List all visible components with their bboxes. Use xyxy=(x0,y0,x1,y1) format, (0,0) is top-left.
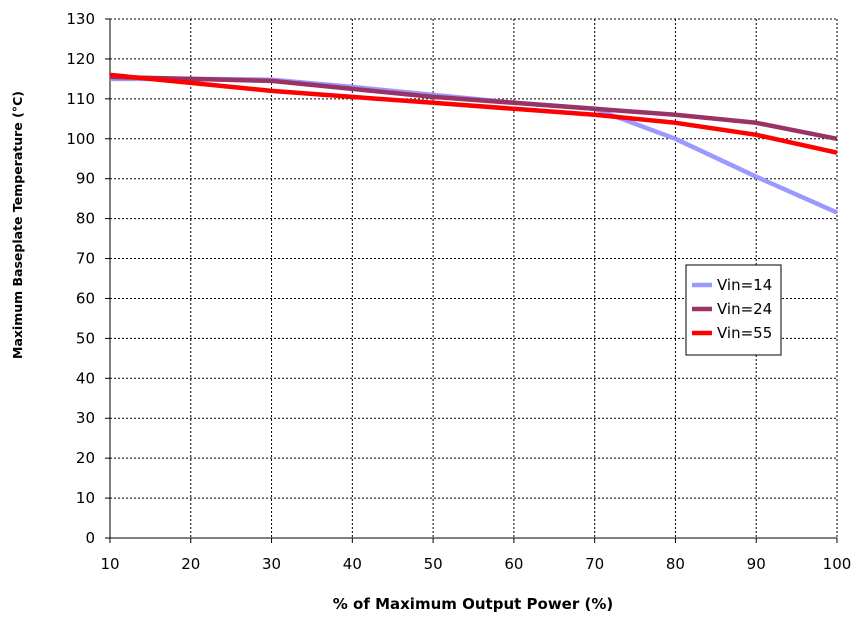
grid xyxy=(110,18,838,538)
x-tick-label: 40 xyxy=(343,555,362,573)
y-axis-label: Maximum Baseplate Temperature (°C) xyxy=(10,91,25,359)
x-tick-label: 30 xyxy=(262,555,281,573)
y-tick-label: 40 xyxy=(76,369,95,387)
x-tick-label: 70 xyxy=(585,555,604,573)
y-tick-label: 10 xyxy=(76,489,95,507)
x-tick-label: 20 xyxy=(181,555,200,573)
x-tick-label: 60 xyxy=(504,555,523,573)
y-tick-label: 60 xyxy=(76,289,95,307)
y-tick-label: 110 xyxy=(66,90,95,108)
legend-label: Vin=55 xyxy=(717,324,772,342)
y-tick-label: 90 xyxy=(76,170,95,188)
y-tick-label: 120 xyxy=(66,50,95,68)
y-tick-label: 20 xyxy=(76,449,95,467)
y-tick-label: 50 xyxy=(76,329,95,347)
y-tick-label: 130 xyxy=(66,10,95,28)
y-tick-label: 30 xyxy=(76,409,95,427)
x-tick-labels: 10 20 30 40 50 60 70 80 90 100 xyxy=(100,555,851,573)
x-tick-label: 90 xyxy=(747,555,766,573)
series-line-vin-24 xyxy=(109,74,838,142)
x-tick-label: 10 xyxy=(100,555,119,573)
x-axis-label: % of Maximum Output Power (%) xyxy=(333,595,613,613)
x-tick-label: 100 xyxy=(823,555,852,573)
legend: Vin=14 Vin=24 Vin=55 xyxy=(685,264,782,356)
y-tick-label: 0 xyxy=(85,529,95,547)
y-tick-label: 100 xyxy=(66,130,95,148)
x-tick-label: 50 xyxy=(424,555,443,573)
legend-label: Vin=24 xyxy=(717,300,772,318)
y-tick-label: 70 xyxy=(76,250,95,268)
y-tick-label: 80 xyxy=(76,210,95,228)
axes xyxy=(105,18,838,543)
x-tick-label: 80 xyxy=(666,555,685,573)
series-line-vin-55 xyxy=(109,72,838,155)
y-tick-labels: 0 10 20 30 40 50 60 70 80 90 100 110 120 130 xyxy=(66,10,95,547)
legend-label: Vin=14 xyxy=(717,276,772,294)
series-lines xyxy=(109,72,838,215)
